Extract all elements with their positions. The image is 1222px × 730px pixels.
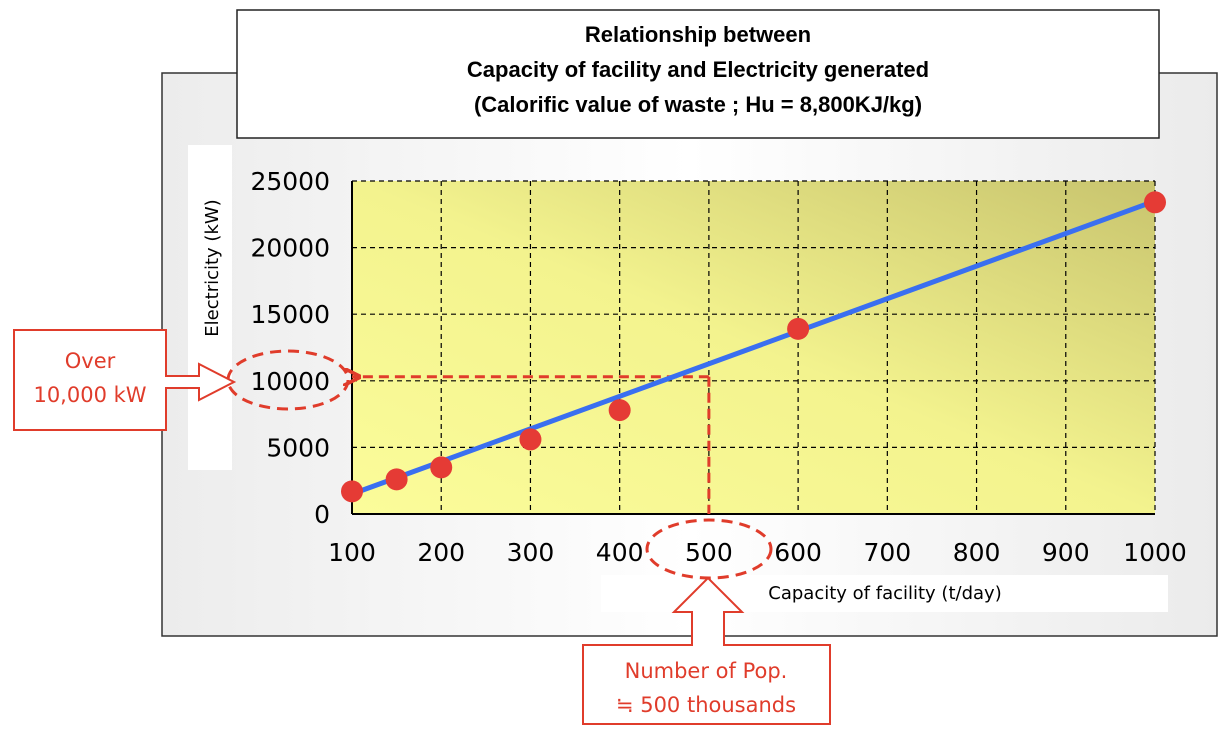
chart-title-line-3: (Calorific value of waste ; Hu = 8,800KJ…: [474, 92, 922, 117]
x-tick-label: 500: [685, 538, 733, 567]
data-point: [787, 317, 810, 340]
y-tick-label: 20000: [250, 234, 330, 263]
y-axis-label: Electricity (kW): [202, 199, 223, 336]
y-axis-label-box: [188, 145, 232, 470]
x-tick-label: 700: [863, 538, 911, 567]
data-point: [608, 399, 631, 422]
bottom-callout-arrow-box: [582, 576, 831, 725]
data-point: [341, 480, 363, 503]
chart-title-line-2: Capacity of facility and Electricity gen…: [467, 57, 929, 82]
left-callout-line-2: 10,000 kW: [33, 383, 146, 407]
x-tick-labels: 100 200 300 400 500 600 700 800 900 1000: [328, 538, 1187, 567]
left-callout-line-1: Over: [65, 349, 116, 373]
axes: [351, 181, 1155, 515]
x-tick-label: 600: [774, 538, 822, 567]
x-tick-label: 300: [507, 538, 555, 567]
left-callout-arrow-box: [13, 329, 237, 431]
data-point: [519, 428, 542, 451]
chart-title-line-1: Relationship between: [585, 22, 811, 47]
title-box: [236, 9, 1160, 139]
highlight-ellipse-10000: [226, 349, 350, 411]
x-tick-label: 400: [596, 538, 644, 567]
x-tick-label: 200: [417, 538, 465, 567]
trend-line: [349, 198, 1158, 497]
y-tick-label: 25000: [250, 167, 330, 196]
x-tick-label: 1000: [1123, 538, 1187, 567]
y-tick-label: 5000: [266, 433, 330, 462]
y-tick-labels: 0 5000 10000 15000 20000 25000: [250, 167, 330, 529]
data-point: [385, 468, 408, 491]
x-tick-label: 100: [328, 538, 376, 567]
bottom-callout-line-2: ≒ 500 thousands: [616, 693, 796, 717]
data-point: [430, 456, 453, 479]
y-tick-label: 15000: [250, 300, 330, 329]
x-axis-label: Capacity of facility (t/day): [768, 583, 1001, 604]
guide-lines: [352, 377, 711, 514]
y-tick-label: 10000: [250, 367, 330, 396]
x-tick-label: 900: [1042, 538, 1090, 567]
x-tick-label: 800: [953, 538, 1001, 567]
data-points: [341, 191, 1166, 503]
trend-line-group: [349, 198, 1158, 497]
y-tick-label: 0: [314, 500, 330, 529]
bottom-callout-line-1: Number of Pop.: [625, 659, 788, 683]
data-point: [1144, 191, 1166, 214]
